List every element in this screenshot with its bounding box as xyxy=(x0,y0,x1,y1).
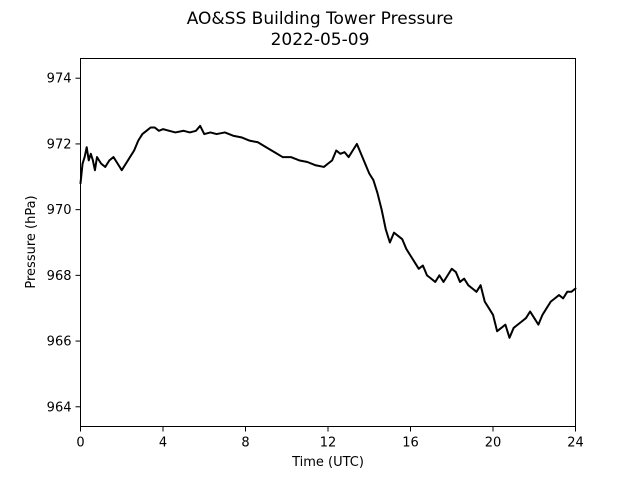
x-tick-label: 0 xyxy=(76,436,84,451)
axis-ticks: 0 4 8 12 16 20 24 964 966 968 970 972 974 xyxy=(47,72,584,451)
y-tick-label: 964 xyxy=(47,400,72,415)
chart-subtitle: 2022-05-09 xyxy=(271,30,370,50)
x-tick-label: 20 xyxy=(485,436,502,451)
pressure-series-line xyxy=(79,124,577,339)
y-axis-label: Pressure (hPa) xyxy=(24,195,39,288)
y-tick-label: 974 xyxy=(47,72,72,87)
plot-frame xyxy=(80,58,576,427)
x-tick-label: 24 xyxy=(567,436,584,451)
x-tick-label: 16 xyxy=(402,436,419,451)
x-tick-label: 12 xyxy=(320,436,337,451)
y-tick-label: 968 xyxy=(47,269,72,284)
chart-title: AO&SS Building Tower Pressure xyxy=(187,9,454,29)
x-tick-label: 4 xyxy=(159,436,167,451)
y-tick-label: 972 xyxy=(47,137,72,152)
y-tick-label: 970 xyxy=(47,203,72,218)
x-tick-label: 8 xyxy=(241,436,249,451)
x-axis-label: Time (UTC) xyxy=(291,455,364,470)
y-tick-label: 966 xyxy=(47,335,72,350)
